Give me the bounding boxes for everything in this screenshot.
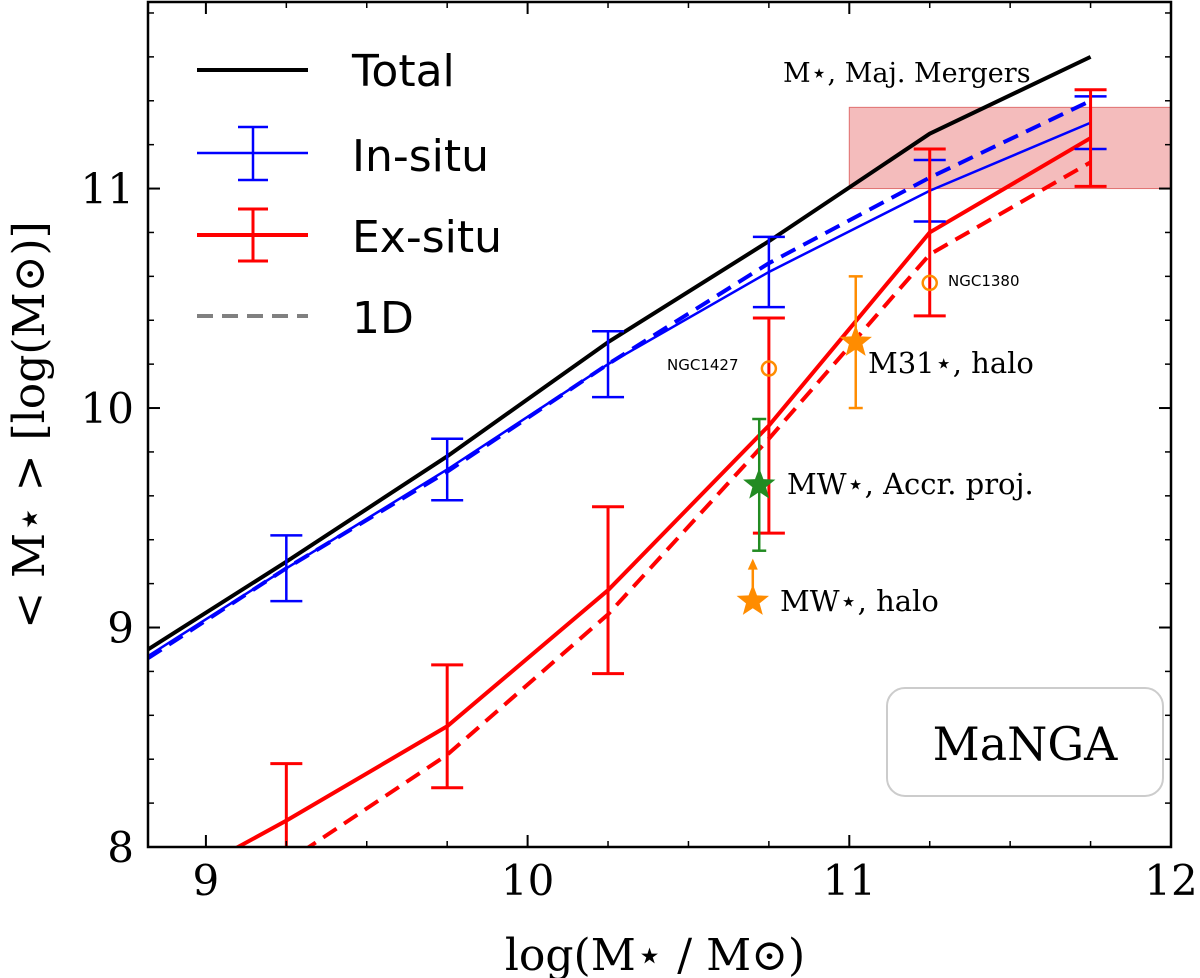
marker-star-4 [736,584,769,615]
legend-insitu-label: In-situ [352,131,489,182]
errorbar-ex-situ-3 [592,505,625,676]
plot-frame [146,0,1173,849]
m31-halo-label: M31⋆, halo [868,346,1034,380]
marker-star-2 [839,325,872,356]
errorbar-in-situ-1 [270,534,303,603]
mw-halo-label: MW⋆, halo [780,584,939,618]
y-tick-label-2: 10 [81,384,134,433]
ngc1427-label: NGC1427 [667,356,739,374]
legend: Total In-situ Ex-situ 1D [197,46,502,344]
errorbar-ex-situ-2 [431,663,464,790]
y-axis-label: < M⋆ > [log(M⊙)] [4,221,55,629]
marker-star-3 [743,467,776,499]
plot-area [148,55,1171,847]
axis-tick-labels: 9 10 11 12 8 9 10 11 [81,165,1198,905]
errorbar-in-situ-4 [752,235,785,309]
y-tick-label-0: 8 [107,823,134,872]
x-tick-label-3: 12 [1144,856,1197,905]
ngc1380-label: NGC1380 [948,272,1020,290]
major-mergers-region [848,106,1171,190]
legend-total-label: Total [351,46,455,97]
panel-label: MaNGA [933,717,1119,771]
x-tick-label-2: 11 [823,856,876,905]
series-error-bars [270,88,1107,847]
series-line-ex-situ-1d [305,160,1092,847]
x-tick-label-0: 9 [193,856,220,905]
y-tick-label-3: 11 [81,165,134,214]
errorbar-ex-situ-4 [752,316,785,535]
errorbar-ex-situ-5 [913,147,946,318]
marker-open-circle-0 [921,274,938,292]
panel-label-box: MaNGA [886,687,1164,797]
observation-markers [736,274,938,615]
errorbar-in-situ-3 [592,329,625,399]
region-label: M⋆, Maj. Mergers [783,58,1031,89]
marker-arrow-head-4 [747,558,758,570]
legend-1d-label: 1D [352,293,414,344]
x-tick-label-1: 10 [501,856,554,905]
legend-insitu-swatch [197,125,308,182]
legend-exsitu-label: Ex-situ [352,212,502,263]
y-tick-label-1: 9 [107,604,134,653]
marker-open-circle-1 [760,360,778,377]
errorbar-ex-situ-6 [1074,88,1107,188]
legend-exsitu-swatch [197,207,308,263]
axis-ticks [148,2,1172,848]
mw-accr-proj-label: MW⋆, Accr. proj. [787,467,1034,501]
x-axis-label: log(M⋆ / M⊙) [505,930,805,978]
errorbar-ex-situ-1 [270,762,303,847]
errorbar-in-situ-2 [431,437,464,502]
